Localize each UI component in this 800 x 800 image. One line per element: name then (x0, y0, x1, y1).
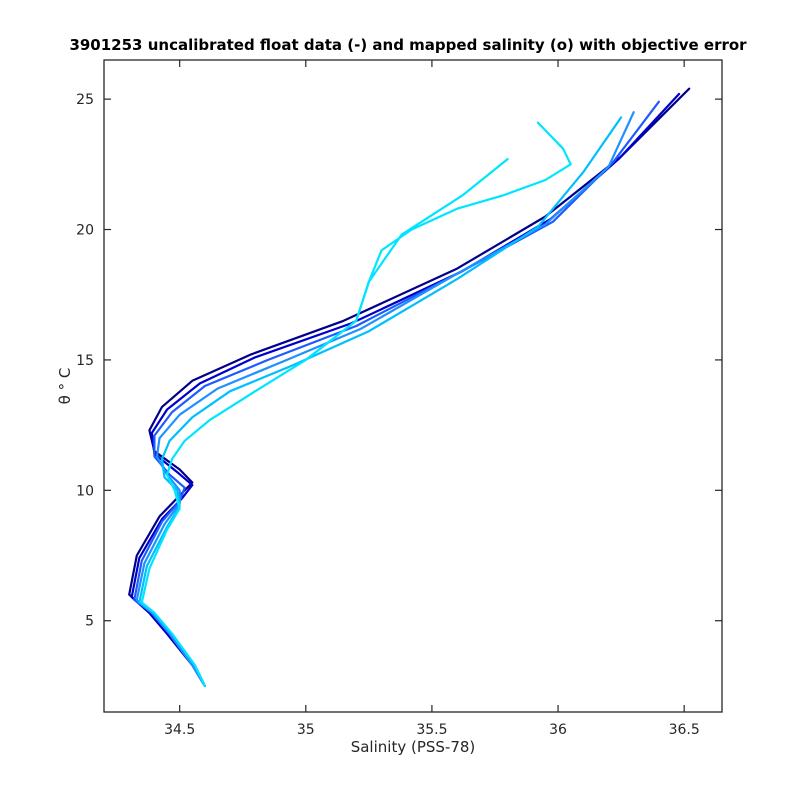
x-tick-label: 35 (297, 722, 315, 738)
y-tick-label: 20 (76, 223, 94, 239)
y-axis-label: θ ° C (56, 368, 74, 405)
profiles-group (128, 87, 691, 688)
y-tick-label: 15 (76, 353, 94, 369)
profile-line-4 (135, 111, 635, 688)
plot-frame (103, 59, 723, 713)
profile-line-6 (140, 158, 509, 688)
x-axis: 34.5 35 35.5 36 36.5 (164, 60, 700, 738)
x-tick-label: 34.5 (164, 722, 195, 738)
y-tick-label: 5 (85, 614, 94, 630)
x-tick-label: 36 (549, 722, 567, 738)
y-tick-label: 25 (76, 92, 94, 108)
profile-line-7 (304, 121, 572, 361)
profile-line-1 (128, 87, 691, 688)
chart-title: 3901253 uncalibrated float data (-) and … (69, 36, 747, 54)
y-axis: 5 10 15 20 25 (76, 92, 722, 630)
y-tick-label: 10 (76, 483, 94, 499)
x-axis-label: Salinity (PSS-78) (351, 738, 476, 756)
profile-line-5 (138, 116, 623, 688)
x-tick-label: 36.5 (669, 722, 700, 738)
x-tick-label: 35.5 (416, 722, 447, 738)
